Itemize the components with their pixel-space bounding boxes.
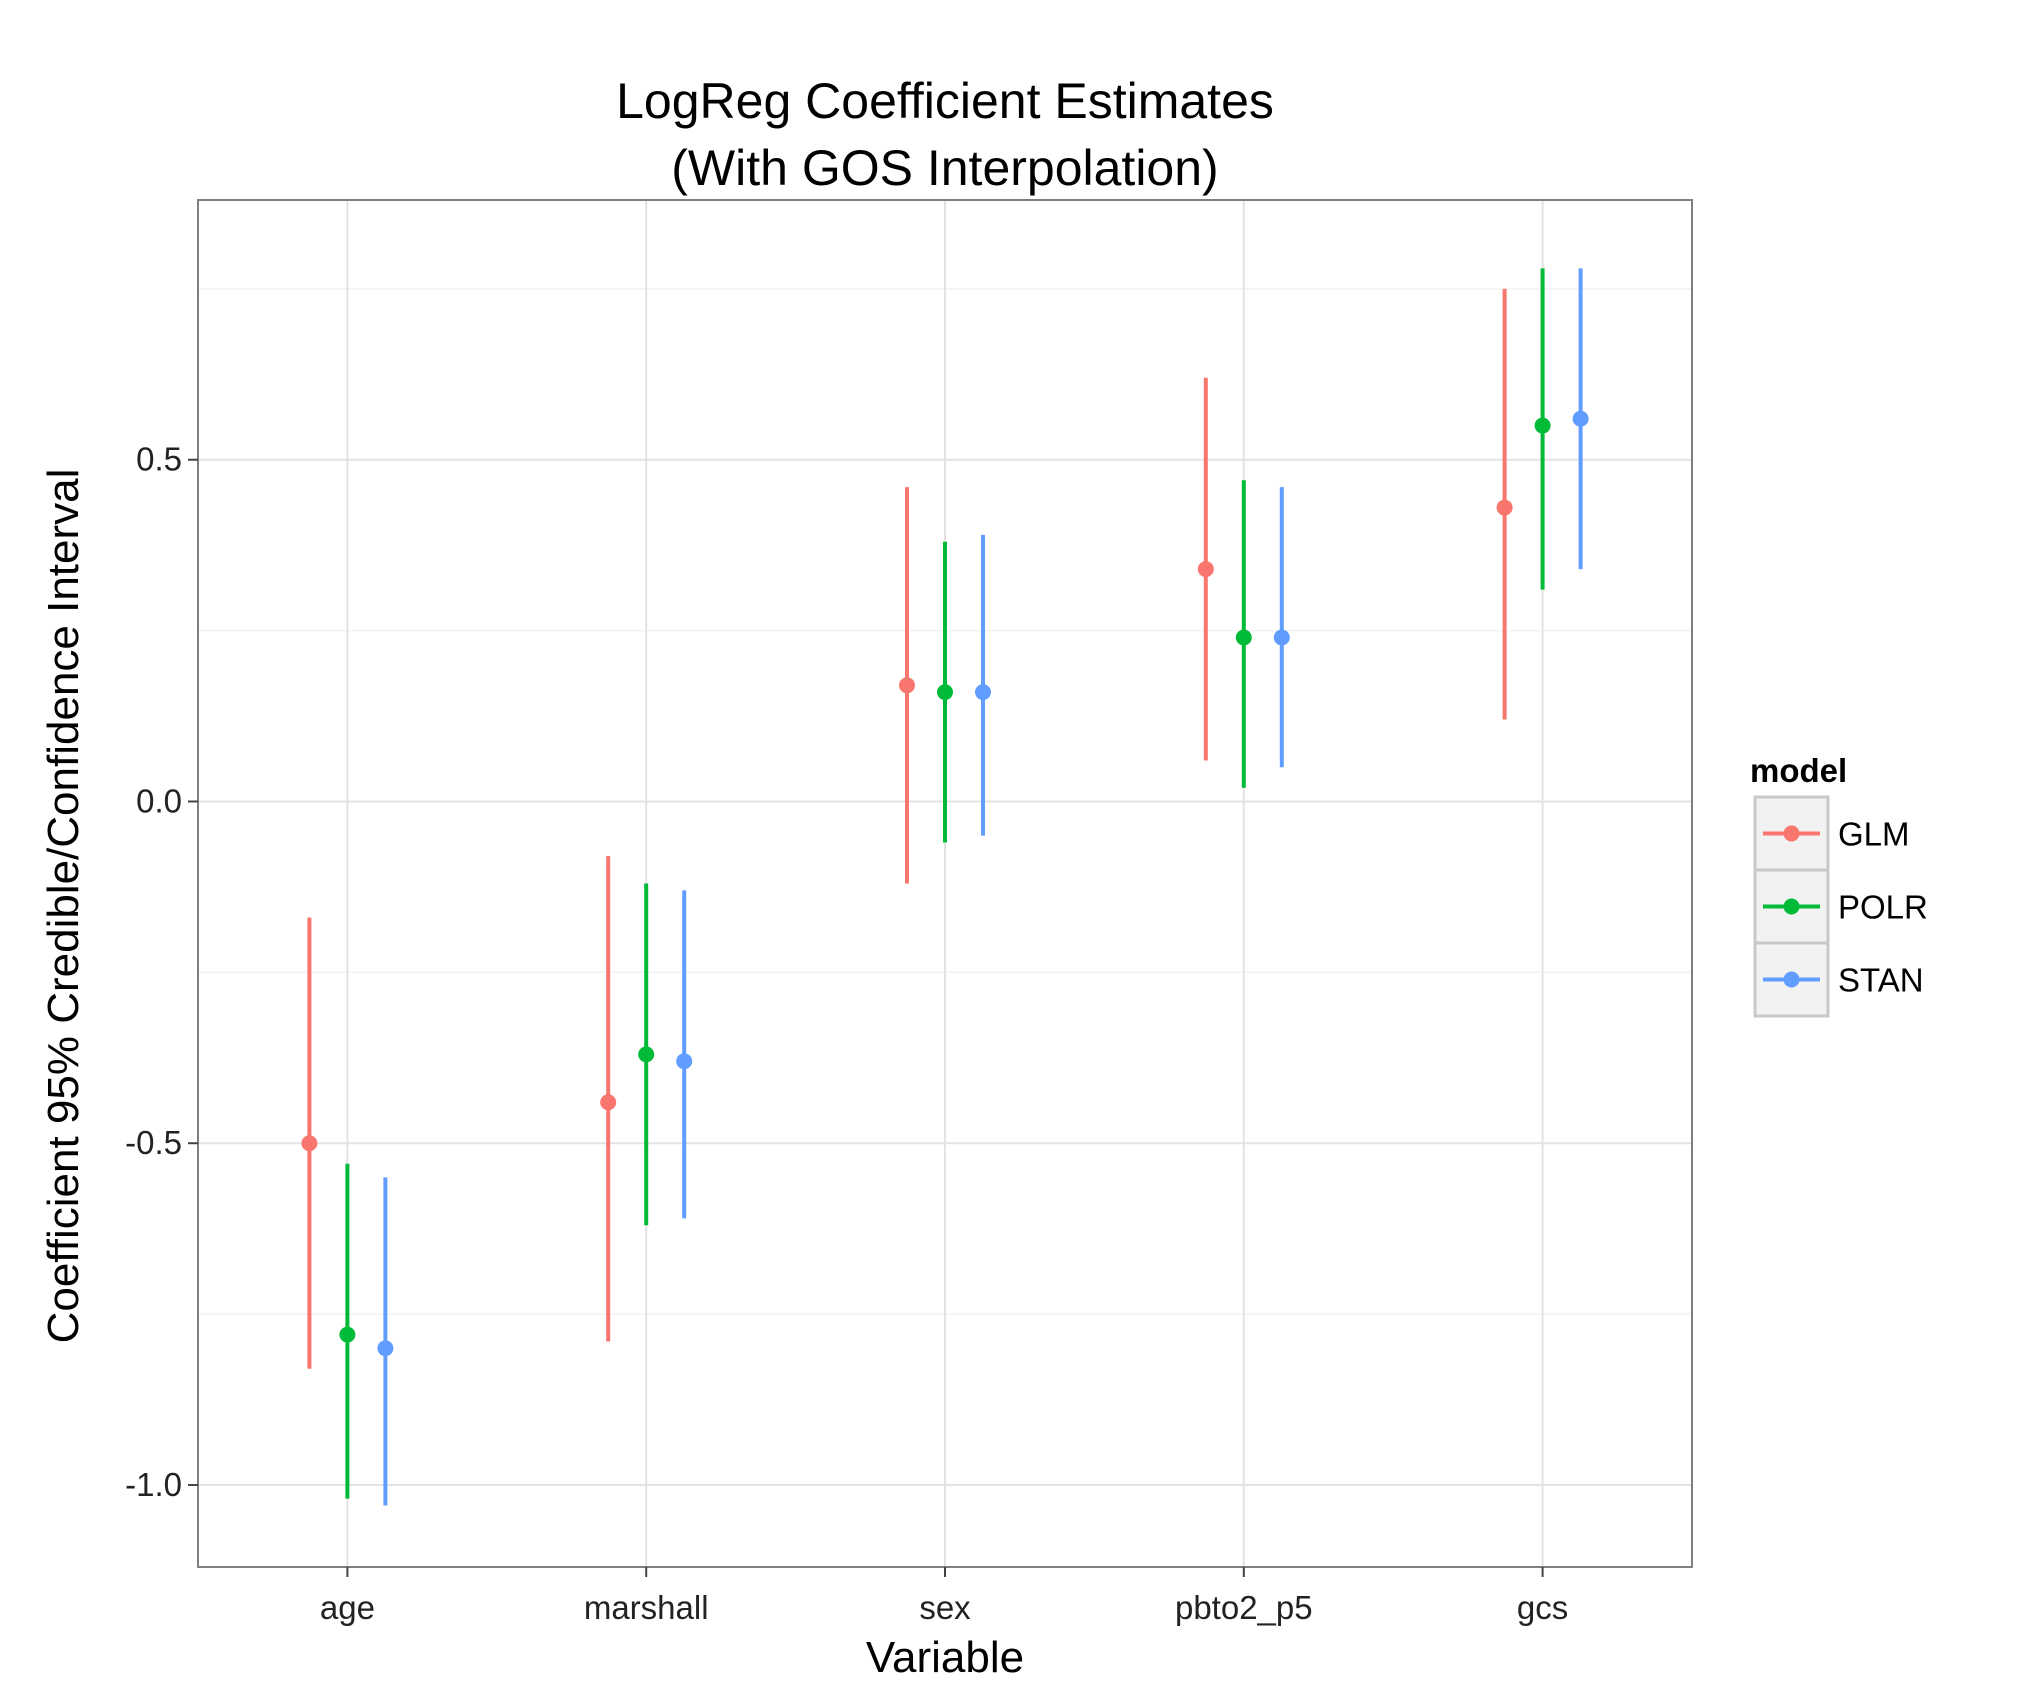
chart-title: LogReg Coefficient Estimates [616,73,1274,129]
point-polr [1235,629,1252,646]
x-tick-label: pbto2_p5 [1175,1589,1313,1626]
point-glm [899,677,915,694]
point-stan [1273,629,1290,646]
x-tick-label: marshall [584,1589,709,1626]
point-polr [1534,417,1551,434]
chart-subtitle: (With GOS Interpolation) [671,140,1218,196]
y-axis-title: Coefficient 95% Credible/Confidence Inte… [39,469,88,1344]
legend-key-point [1783,898,1800,915]
legend-label-polr: POLR [1838,889,1928,926]
legend: model GLM POLR STAN [1750,752,1928,1018]
point-polr [339,1326,356,1343]
y-tick-label: -1.0 [125,1466,182,1503]
point-glm [301,1135,318,1152]
y-tick-label: 0.5 [136,441,182,478]
plot-panel: -1.0 -0.5 0.0 0.5 age marshall sex pbto2_p5 gcs [125,199,1693,1626]
legend-title: model [1750,752,1847,789]
point-stan [1572,410,1589,427]
point-glm [1496,499,1513,516]
point-glm [1197,561,1214,578]
legend-label-glm: GLM [1838,816,1910,853]
point-polr [937,684,953,701]
y-tick-label: -0.5 [125,1124,182,1161]
y-tick-label: 0.0 [136,782,182,819]
point-stan [975,684,991,701]
x-tick-label: age [320,1589,375,1626]
legend-key-point [1783,825,1800,842]
legend-label-stan: STAN [1838,962,1924,999]
x-tick-label: sex [919,1589,971,1626]
x-axis-title: Variable [866,1633,1024,1682]
point-glm [600,1094,617,1111]
point-stan [377,1340,394,1357]
point-stan [676,1053,693,1070]
x-tick-label: gcs [1517,1589,1568,1626]
point-polr [638,1046,655,1063]
legend-key-point [1783,971,1800,988]
